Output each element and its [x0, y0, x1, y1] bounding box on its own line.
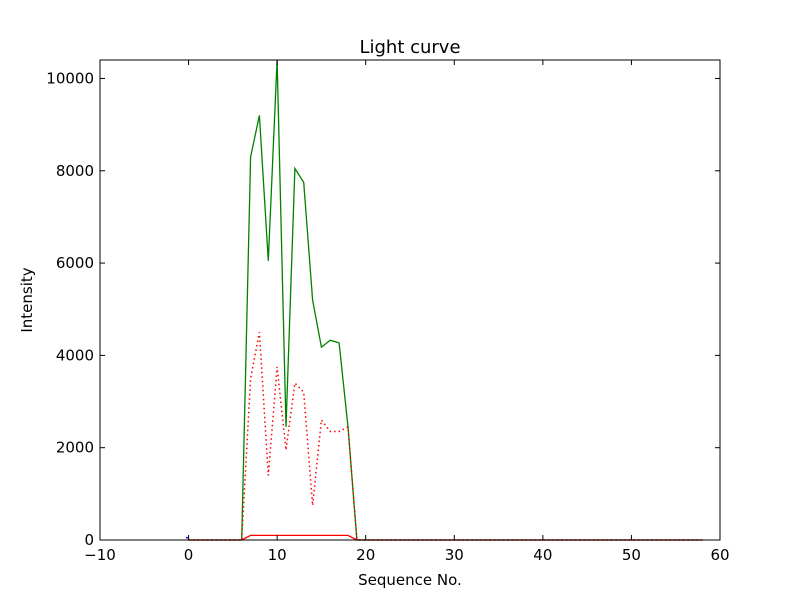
- x-axis-label: Sequence No.: [358, 571, 462, 589]
- series-line-red-dotted: [188, 332, 703, 541]
- y-tick-label: 8000: [56, 162, 94, 180]
- x-tick-label: 40: [533, 546, 552, 564]
- x-tick-label: −10: [84, 546, 116, 564]
- series-line-green: [188, 59, 703, 541]
- x-tick-label: 50: [622, 546, 641, 564]
- y-tick-label: 10000: [46, 69, 94, 87]
- plot-frame: [99, 59, 721, 541]
- x-tick-label: 20: [356, 546, 375, 564]
- y-tick-label: 2000: [56, 439, 94, 457]
- chart-title: Light curve: [359, 37, 460, 58]
- y-tick-label: 4000: [56, 346, 94, 364]
- x-tick-label: 0: [184, 546, 194, 564]
- y-tick-label: 6000: [56, 254, 94, 272]
- x-tick-label: 30: [445, 546, 464, 564]
- y-tick-label: 0: [84, 531, 94, 549]
- x-tick-label: 60: [710, 546, 729, 564]
- y-axis-label: Intensity: [18, 267, 36, 332]
- x-tick-label: 10: [268, 546, 287, 564]
